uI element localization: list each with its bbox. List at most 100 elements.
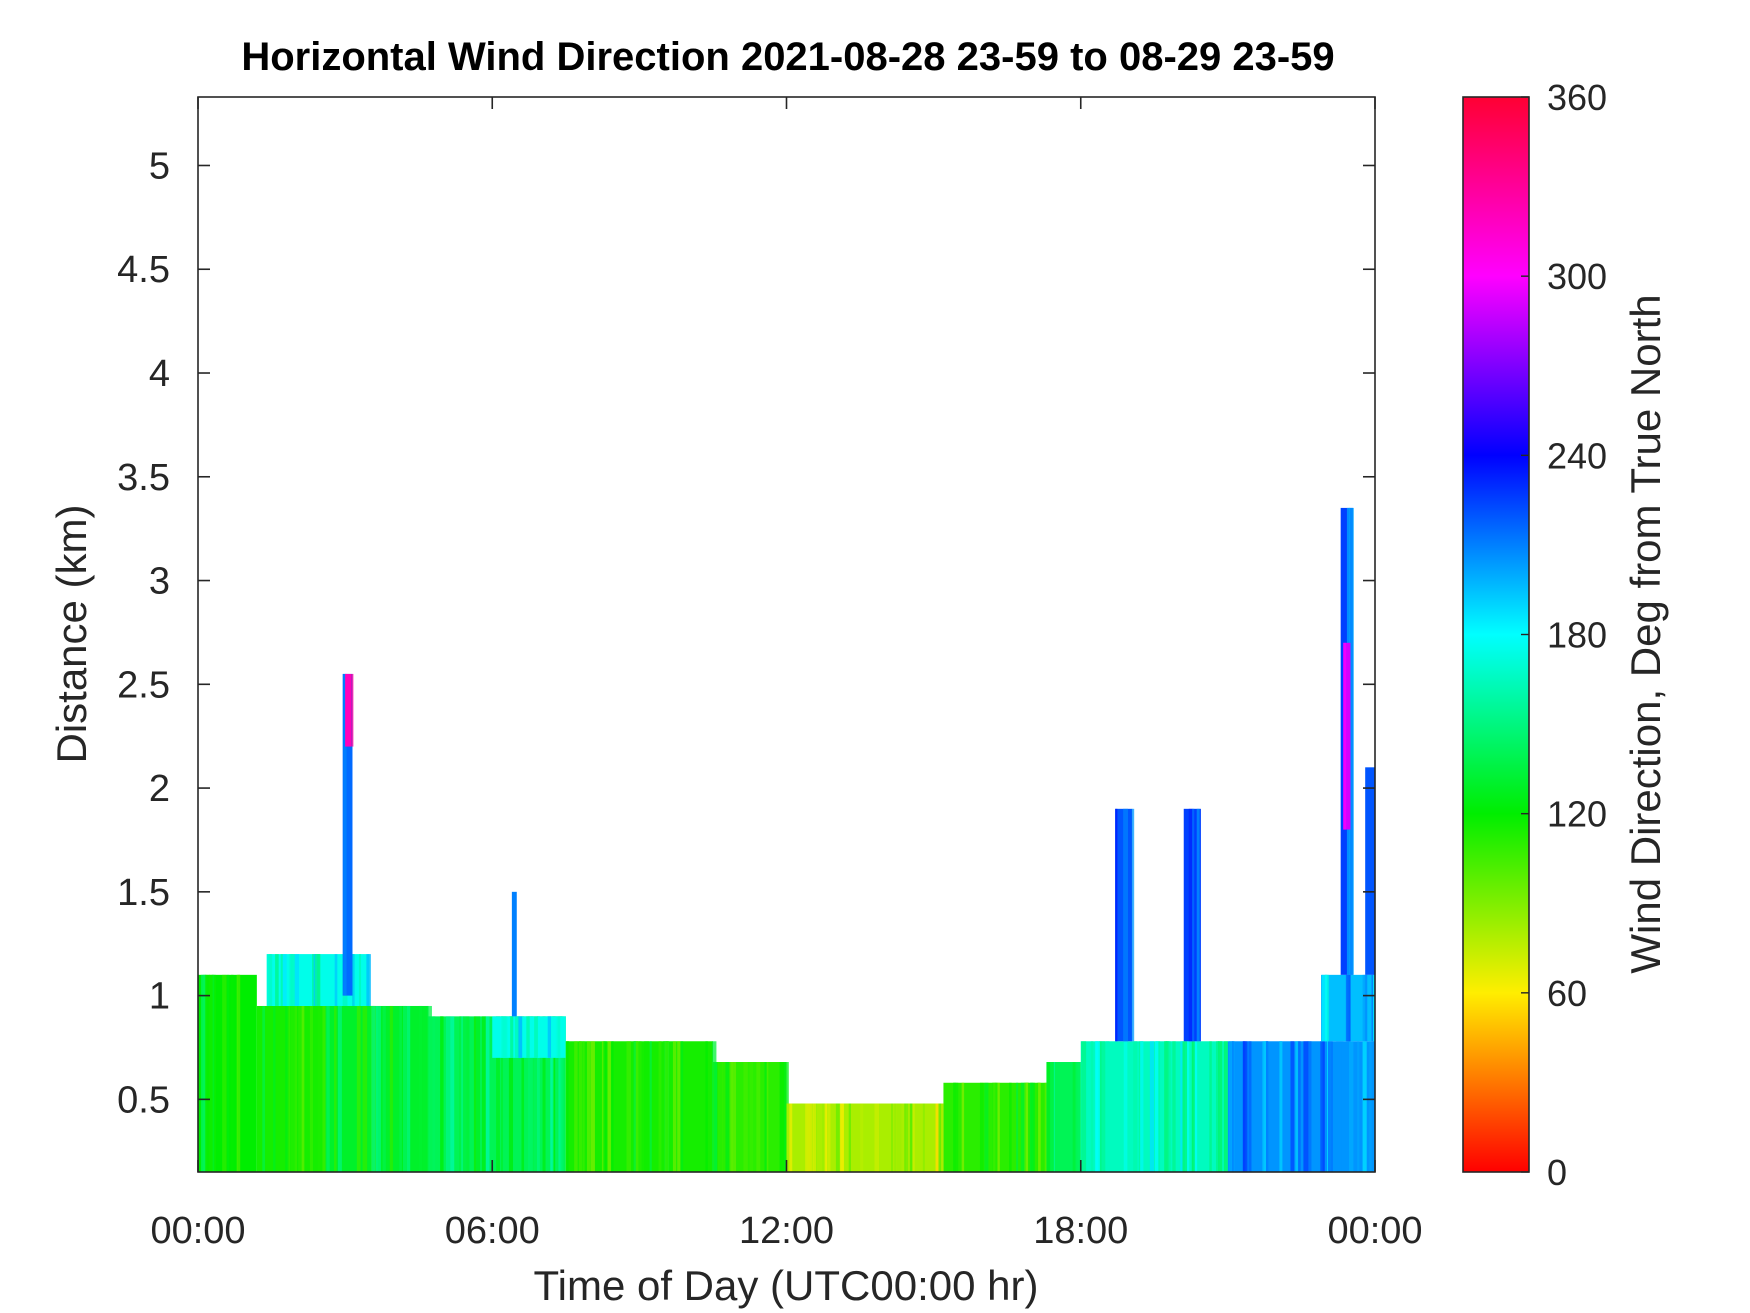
heatmap-cell-stripe <box>366 954 371 1006</box>
heatmap-cell-stripe <box>812 1103 817 1172</box>
heatmap-cell-stripe <box>822 1103 826 1172</box>
heatmap-cell-stripe <box>298 1005 303 1172</box>
heatmap-cell-stripe <box>1343 642 1347 830</box>
heatmap-cell-stripe <box>1362 1041 1367 1172</box>
heatmap-cell <box>342 673 353 996</box>
heatmap-cell-stripe <box>1030 1082 1035 1172</box>
heatmap-cell-stripe <box>1373 974 1375 1042</box>
heatmap-cell-stripe <box>1364 974 1368 1042</box>
heatmap-cell-stripe <box>1340 1041 1344 1172</box>
heatmap-cell-stripe <box>904 1103 909 1172</box>
heatmap-cell-stripe <box>358 954 362 1006</box>
heatmap-cell-stripe <box>1193 1041 1198 1172</box>
heatmap-cell-stripe <box>552 1016 556 1172</box>
colorbar-tick-label: 180 <box>1547 615 1607 656</box>
x-tick-label: 12:00 <box>739 1210 834 1252</box>
heatmap-cell-stripe <box>555 1016 559 1058</box>
heatmap-cell-stripe <box>1095 1041 1101 1172</box>
heatmap-cell-stripe <box>1123 808 1128 1042</box>
heatmap-cell-stripe <box>1279 1041 1283 1172</box>
heatmap-cell-stripe <box>984 1082 989 1172</box>
heatmap-cell-stripe <box>1231 1041 1235 1172</box>
heatmap-cell-stripe <box>334 954 338 1006</box>
heatmap-cell-stripe <box>481 1016 486 1172</box>
heatmap-cell-stripe <box>725 1062 730 1172</box>
heatmap-cell-stripe <box>371 1005 376 1172</box>
heatmap-cell-stripe <box>1090 1041 1094 1172</box>
heatmap-cell-stripe <box>1369 1041 1372 1172</box>
heatmap-cell-stripe <box>473 1016 477 1172</box>
heatmap-cell-stripe <box>282 954 287 1006</box>
heatmap-cell-stripe <box>350 673 354 747</box>
heatmap-region-0 <box>198 974 257 1172</box>
heatmap-layer <box>198 507 1375 1172</box>
heatmap-cell-stripe <box>835 1103 841 1172</box>
heatmap-cell-stripe <box>1025 1082 1029 1172</box>
heatmap-cell-stripe <box>911 1103 915 1172</box>
heatmap-cell-stripe <box>294 954 300 1006</box>
heatmap-cell-stripe <box>848 1103 851 1172</box>
heatmap-cell-stripe <box>1265 1041 1269 1172</box>
heatmap-cell-stripe <box>466 1016 470 1172</box>
heatmap-cell-stripe <box>376 1005 381 1172</box>
heatmap-cell-stripe <box>290 954 295 1006</box>
heatmap-cell-stripe <box>1357 1041 1360 1172</box>
x-tick-label: 18:00 <box>1033 1210 1128 1252</box>
heatmap-cell-stripe <box>764 1062 767 1172</box>
heatmap-cell <box>511 891 517 1017</box>
heatmap-cell-stripe <box>633 1041 636 1172</box>
heatmap-cell-stripe <box>343 673 347 996</box>
heatmap-cell-stripe <box>273 1005 276 1172</box>
heatmap-cell-stripe <box>462 1016 467 1172</box>
heatmap-cell-stripe <box>961 1082 965 1172</box>
heatmap-cell-stripe <box>558 1016 562 1172</box>
heatmap-cell-stripe <box>1327 1041 1333 1172</box>
heatmap-cell-stripe <box>1262 1041 1266 1172</box>
heatmap-cell-stripe <box>460 1016 464 1172</box>
heatmap-cell-stripe <box>1303 1041 1309 1172</box>
heatmap-cell-stripe <box>550 1016 554 1172</box>
heatmap-cell-stripe <box>663 1041 666 1172</box>
heatmap-cell-stripe <box>1297 1041 1301 1172</box>
heatmap-cell-stripe <box>1101 1041 1106 1172</box>
colorbar-tick-label: 360 <box>1547 77 1607 118</box>
heatmap-cell-stripe <box>1324 974 1328 1042</box>
heatmap-cell-stripe <box>502 1016 508 1058</box>
heatmap-cell-stripe <box>603 1041 607 1172</box>
heatmap-cell-stripe <box>634 1041 639 1172</box>
heatmap-cell-stripe <box>326 1005 330 1172</box>
colorbar <box>1462 96 1530 1173</box>
heatmap-cell-stripe <box>1349 1041 1354 1172</box>
heatmap-region-5 <box>345 673 354 747</box>
y-tick-label: 4 <box>149 353 170 395</box>
colorbar-tick-label: 300 <box>1547 256 1607 297</box>
heatmap-cell-stripe <box>500 1016 504 1172</box>
heatmap-cell-stripe <box>526 1016 530 1058</box>
heatmap-cell-stripe <box>450 1016 455 1172</box>
heatmap-cell-stripe <box>1336 1041 1342 1172</box>
plot-background <box>198 97 1375 1172</box>
heatmap-region-7 <box>492 1016 566 1058</box>
heatmap-cell-stripe <box>475 1016 481 1172</box>
heatmap-cell-stripe <box>418 1005 423 1172</box>
heatmap-cell-stripe <box>514 1016 519 1058</box>
heatmap-cell-stripe <box>1098 1041 1102 1172</box>
heatmap-cell-stripe <box>262 1005 266 1172</box>
heatmap-region-4 <box>342 673 353 996</box>
heatmap-cell-stripe <box>705 1041 708 1172</box>
heatmap-cell-stripe <box>1185 1041 1190 1172</box>
heatmap-cell-stripe <box>626 1041 631 1172</box>
heatmap-cell-stripe <box>352 954 355 1006</box>
heatmap-region-3 <box>325 1005 432 1172</box>
chart-title: Horizontal Wind Direction 2021-08-28 23-… <box>241 35 1334 79</box>
heatmap-cell-stripe <box>1046 1062 1051 1172</box>
heatmap-cell-stripe <box>1009 1082 1012 1172</box>
heatmap-cell-stripe <box>287 1005 291 1172</box>
heatmap-cell <box>786 1103 944 1172</box>
heatmap-cell-stripe <box>566 1041 569 1172</box>
heatmap-region-20 <box>1343 642 1351 830</box>
heatmap-cell-stripe <box>557 1016 561 1058</box>
heatmap-region-18 <box>1321 974 1375 1042</box>
heatmap-cell-stripe <box>1324 1041 1327 1172</box>
